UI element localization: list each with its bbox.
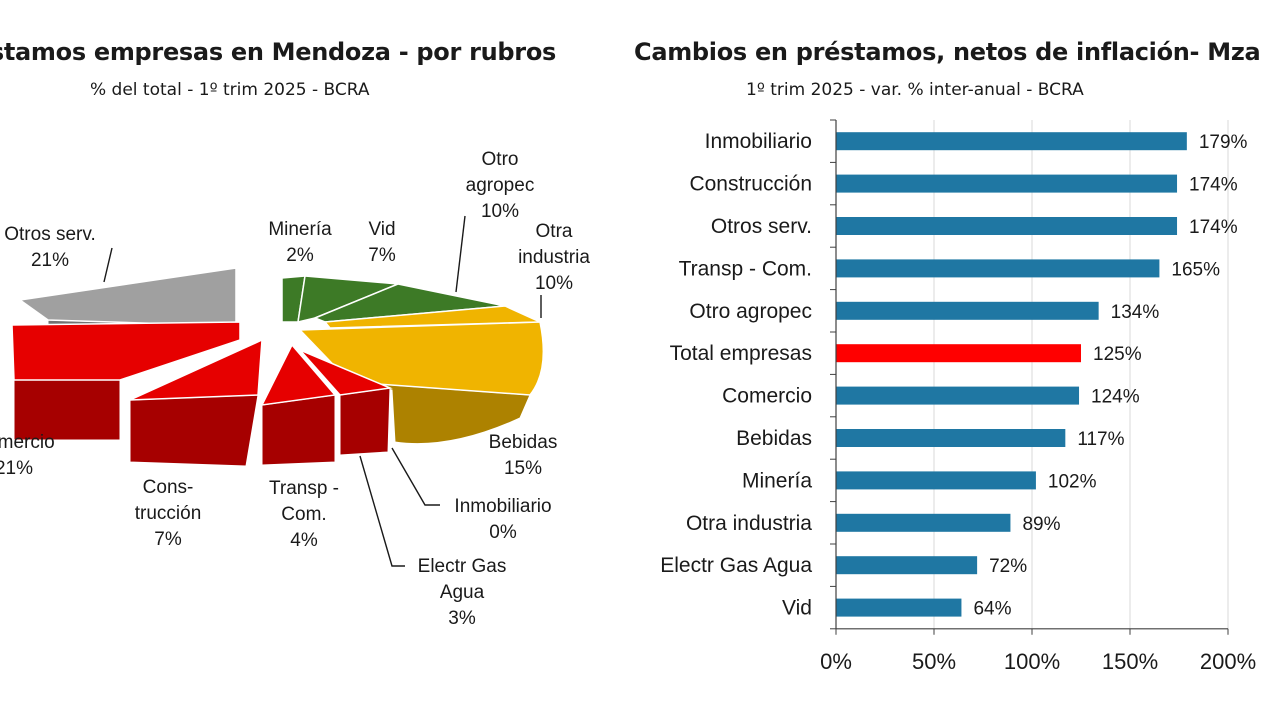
- x-tick-label: 150%: [1102, 649, 1158, 674]
- bar: [836, 429, 1066, 447]
- bar: [836, 556, 978, 575]
- slice-label-vid: Vid 7%: [368, 219, 396, 266]
- pie-chart-subtitle: % del total - 1º trim 2025 - BCRA: [90, 80, 370, 100]
- bar: [836, 471, 1036, 490]
- bar-chart-subtitle: 1º trim 2025 - var. % inter-anual - BCRA: [746, 80, 1084, 100]
- bar: [836, 174, 1178, 193]
- bar-chart-title: Cambios en préstamos, netos de inflación…: [634, 38, 1261, 66]
- pie-slice-comercio: [11, 321, 241, 441]
- pie-slice-side: [129, 394, 259, 467]
- value-label: 125%: [1093, 344, 1142, 365]
- x-tick-label: 0%: [820, 649, 852, 674]
- bar: [836, 217, 1178, 235]
- value-label: 89%: [1022, 514, 1060, 535]
- value-label: 134%: [1111, 302, 1160, 323]
- category-label: Comercio: [722, 385, 812, 408]
- pie-slice-construccion: [129, 338, 263, 467]
- slice-label-otro-agropec: Otro agropec 10%: [466, 149, 535, 222]
- value-label: 102%: [1048, 471, 1097, 492]
- category-label: Minería: [742, 469, 812, 492]
- bar: [836, 344, 1081, 363]
- category-label: Total empresas: [670, 342, 812, 365]
- category-label: Otra industria: [686, 512, 812, 535]
- bar: [836, 386, 1080, 405]
- slice-label-otra-industria: Otra industria 10%: [518, 221, 590, 294]
- value-label: 72%: [989, 556, 1027, 577]
- leader-line: [391, 447, 440, 506]
- value-label: 64%: [973, 599, 1011, 620]
- x-tick-label: 200%: [1200, 649, 1256, 674]
- pie-slice-side: [13, 379, 121, 441]
- slice-label-electr: Electr Gas Agua 3%: [418, 556, 507, 629]
- pie-chart-panel: Préstamos empresas en Mendoza - por rubr…: [0, 0, 620, 720]
- pie-slice-side: [349, 381, 531, 445]
- slice-label-mineria: Minería 2%: [268, 219, 332, 266]
- category-label: Otro agropec: [689, 300, 812, 323]
- x-tick-label: 100%: [1004, 649, 1060, 674]
- bar: [836, 132, 1187, 151]
- category-label: Construcción: [689, 173, 812, 196]
- pie-slice-top: [299, 349, 393, 396]
- value-label: 179%: [1199, 132, 1248, 153]
- bar: [836, 301, 1099, 320]
- value-label: 117%: [1077, 429, 1124, 450]
- bar: [836, 259, 1160, 278]
- category-label: Transp - Com.: [679, 257, 812, 280]
- slice-label-inmobiliario: Inmobiliario 0%: [454, 496, 551, 543]
- leader-line: [455, 215, 466, 293]
- x-tick-label: 50%: [912, 649, 956, 674]
- category-label: Electr Gas Agua: [660, 554, 812, 577]
- pie-chart-title: Préstamos empresas en Mendoza - por rubr…: [0, 38, 556, 66]
- pie-slice-electr: [299, 349, 393, 456]
- value-label: 124%: [1091, 387, 1140, 408]
- category-label: Vid: [782, 597, 812, 620]
- leader-line: [359, 455, 405, 567]
- category-label: Inmobiliario: [705, 130, 812, 153]
- bar: [836, 513, 1011, 532]
- bar-chart: Inmobiliario 179% Construcción 174% Otros se…: [660, 119, 1256, 674]
- slice-label-transp: Transp -Com. 4%: [269, 478, 339, 551]
- pie-slice-top: [11, 321, 241, 381]
- pie-slice-transp: [260, 343, 337, 466]
- value-label: 174%: [1189, 175, 1238, 196]
- slice-label-comercio: Comercio21%: [0, 432, 55, 479]
- slice-label-construccion: Cons-trucción 7%: [135, 477, 202, 550]
- slice-label-otros-serv: Otros serv. 21%: [4, 224, 96, 271]
- pie-slice-side: [261, 394, 336, 466]
- pie-slice-side: [339, 387, 391, 456]
- slice-label-bebidas: Bebidas 15%: [489, 432, 558, 479]
- pie-slice-top: [260, 343, 337, 406]
- leader-line: [103, 247, 113, 283]
- pie-slice-top: [129, 338, 263, 401]
- bar: [836, 598, 962, 617]
- value-label: 174%: [1189, 217, 1238, 238]
- category-label: Bebidas: [736, 427, 812, 450]
- pie-slice-top: [18, 267, 237, 327]
- pie-chart: Minería 2% Vid 7% Otro agropec 10%Otra industri…: [0, 149, 590, 629]
- category-label: Otros serv.: [711, 215, 812, 238]
- value-label: 165%: [1171, 259, 1220, 280]
- bar-chart-panel: Cambios en préstamos, netos de inflación…: [620, 0, 1280, 720]
